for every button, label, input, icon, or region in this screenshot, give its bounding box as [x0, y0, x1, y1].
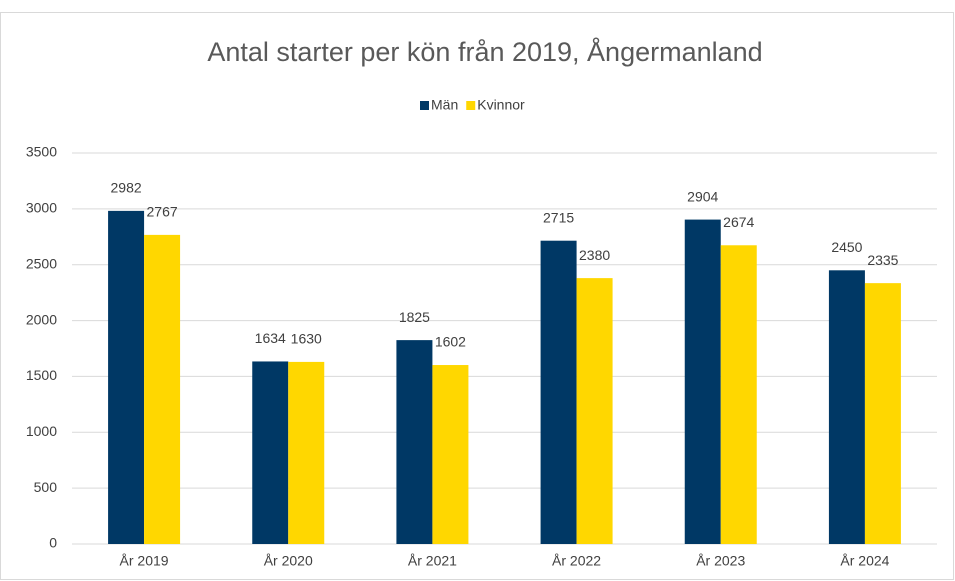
x-tick-label: År 2023 [696, 553, 745, 569]
bar [432, 365, 469, 544]
bar [144, 234, 181, 544]
legend-label: Kvinnor [477, 97, 525, 113]
bar [108, 210, 145, 545]
legend-swatch [420, 101, 429, 110]
data-label: 2715 [543, 209, 574, 225]
y-tick-label: 0 [49, 535, 57, 551]
data-label: 2767 [147, 204, 178, 220]
data-label: 1602 [435, 334, 466, 350]
y-tick-label: 3000 [26, 200, 57, 216]
bar [396, 340, 433, 544]
data-label: 2380 [579, 247, 610, 263]
x-tick-label: År 2019 [120, 553, 169, 569]
y-tick-label: 1500 [26, 367, 57, 383]
bar [576, 278, 613, 544]
legend-swatch [466, 101, 476, 110]
legend-label: Män [431, 97, 458, 113]
chart-title: Antal starter per kön från 2019, Ångerma… [207, 36, 762, 67]
bar [720, 245, 757, 544]
bar [288, 361, 325, 544]
data-label: 2904 [687, 188, 718, 204]
data-label: 1630 [291, 331, 322, 347]
bar [540, 240, 577, 544]
data-label: 1634 [255, 330, 286, 346]
data-label: 2982 [111, 180, 142, 196]
y-tick-label: 1000 [26, 423, 57, 439]
x-tick-label: År 2024 [840, 553, 889, 569]
data-label: 1825 [399, 309, 430, 325]
bar [828, 270, 865, 544]
bar [252, 361, 289, 544]
x-tick-label: År 2020 [264, 553, 313, 569]
y-tick-label: 500 [34, 479, 58, 495]
y-tick-label: 3500 [26, 144, 57, 160]
y-tick-label: 2500 [26, 255, 57, 271]
y-tick-label: 2000 [26, 311, 57, 327]
bar [864, 283, 901, 544]
bar [684, 219, 721, 544]
data-label: 2450 [831, 239, 862, 255]
data-label: 2674 [723, 214, 754, 230]
x-tick-label: År 2022 [552, 553, 601, 569]
x-tick-label: År 2021 [408, 553, 457, 569]
data-label: 2335 [867, 252, 898, 268]
